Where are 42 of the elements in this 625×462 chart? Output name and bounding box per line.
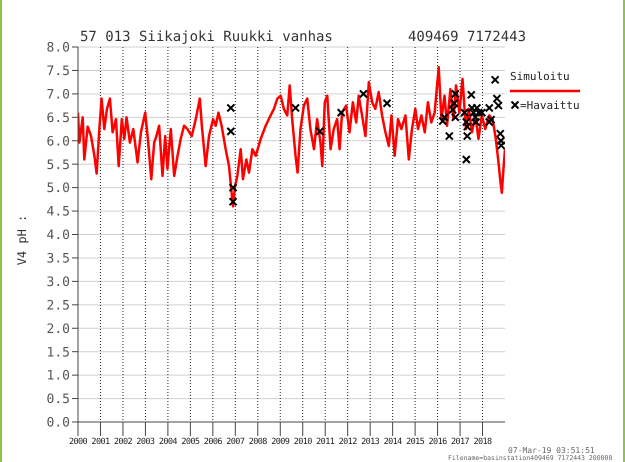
y-tick-label: 0.0 xyxy=(46,416,70,431)
x-tick-label: 2016 xyxy=(428,437,448,448)
x-tick-label: 2013 xyxy=(361,437,380,448)
chart-subtitle: 409469 7172443 xyxy=(408,29,526,45)
x-tick-label: 2017 xyxy=(451,437,470,448)
x-tick-label: 2005 xyxy=(181,437,200,448)
x-tick-label: 2004 xyxy=(158,437,178,448)
y-tick-label: 6.0 xyxy=(46,134,70,150)
y-tick-label: 3.0 xyxy=(46,274,70,290)
y-tick-label: 5.0 xyxy=(46,181,70,196)
y-tick-label: 7.5 xyxy=(46,64,70,80)
y-tick-label: 6.5 xyxy=(46,110,70,126)
y-tick-label: 4.0 xyxy=(46,228,70,244)
x-tick-label: 2002 xyxy=(114,437,132,448)
y-tick-label: 4.5 xyxy=(46,204,70,220)
x-tick-label: 2014 xyxy=(384,437,402,448)
x-tick-label: 2008 xyxy=(248,437,268,448)
y-axis-title: V4 pH : xyxy=(15,214,29,266)
y-tick-label: 0.5 xyxy=(46,392,70,408)
x-tick-label: 2010 xyxy=(294,437,312,448)
text: Simuloitu xyxy=(510,70,571,83)
y-tick-label: 1.5 xyxy=(46,345,70,360)
legend-label: =Havaittu xyxy=(520,98,580,112)
x-tick-label: 2006 xyxy=(204,437,222,448)
chart-title: 57 013 Siikajoki Ruukki vanhas xyxy=(80,29,333,45)
y-tick-label: 8.0 xyxy=(46,40,70,56)
y-tick-label: 2.0 xyxy=(46,322,70,337)
y-tick-label: 3.5 xyxy=(46,252,70,267)
x-tick-label: 2012 xyxy=(338,437,358,448)
x-tick-label: 2007 xyxy=(226,437,245,448)
y-tick-label: 7.0 xyxy=(46,87,70,102)
x-tick-label: 2003 xyxy=(136,437,155,448)
text: 07-Mar-19 03:51:51 xyxy=(508,446,595,455)
y-tick-label: 5.5 xyxy=(46,158,70,173)
x-tick-label: 2018 xyxy=(473,437,492,448)
x-tick-label: 2000 xyxy=(68,437,88,448)
y-tick-label: 1.0 xyxy=(46,368,70,384)
x-tick-label: 2009 xyxy=(271,437,290,448)
x-tick-label: 2001 xyxy=(91,437,110,448)
x-tick-label: 2011 xyxy=(316,437,335,448)
y-tick-label: 2.5 xyxy=(46,298,70,314)
x-tick-label: 2015 xyxy=(406,437,425,448)
